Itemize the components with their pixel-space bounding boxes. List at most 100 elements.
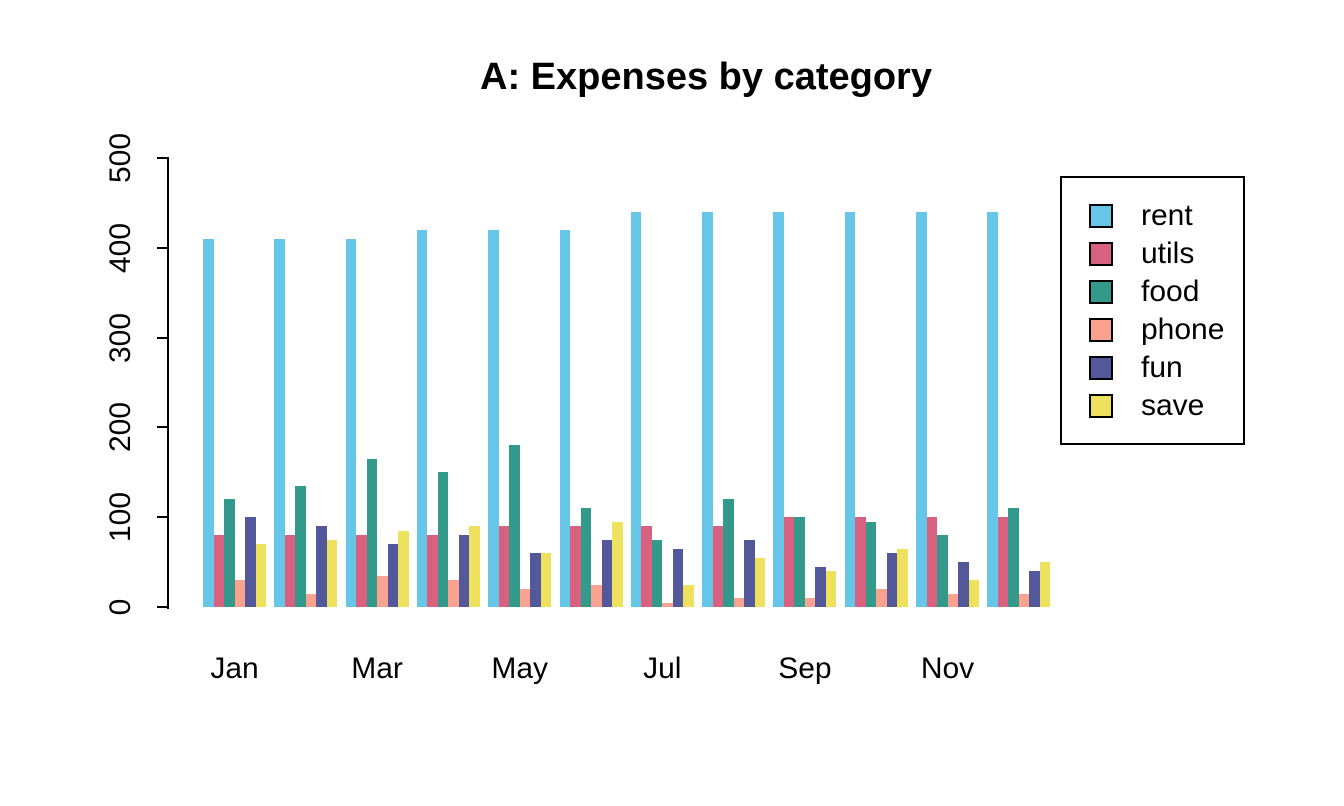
legend-item-phone: phone [1089, 312, 1243, 346]
bar-rent-aug [702, 211, 713, 607]
y-tick-label-400: 400 [104, 222, 137, 273]
bar-fun-oct [886, 553, 898, 607]
bar-phone-may [519, 589, 531, 607]
bar-rent-may [488, 229, 499, 607]
bar-rent-mar [345, 238, 357, 607]
y-tick-label-300: 300 [104, 312, 137, 363]
bar-utils-apr [427, 535, 438, 607]
chart-title: A: Expenses by category [480, 56, 932, 98]
bar-food-may [509, 445, 520, 607]
legend-item-utils: utils [1089, 236, 1243, 270]
bar-phone-mar [377, 575, 388, 607]
bar-fun-jun [601, 539, 612, 607]
y-tick-100 [157, 516, 168, 519]
bar-phone-sep [804, 598, 816, 607]
x-tick-label-nov: Nov [920, 652, 975, 685]
legend-label-fun: fun [1141, 350, 1183, 384]
legend-swatch-rent [1089, 203, 1113, 228]
bar-food-jul [651, 539, 663, 607]
legend-label-save: save [1141, 388, 1205, 422]
bar-save-feb [326, 539, 338, 607]
bar-phone-jan [234, 580, 245, 607]
bar-fun-nov [958, 562, 969, 607]
bar-phone-jul [662, 602, 673, 607]
y-tick-300 [157, 336, 168, 339]
legend: rent utils food phone fun save [1060, 176, 1245, 445]
bar-save-apr [469, 526, 480, 607]
bar-food-apr [437, 472, 449, 607]
legend-label-utils: utils [1141, 236, 1195, 270]
bar-food-aug [723, 499, 734, 607]
bar-rent-apr [416, 229, 428, 607]
legend-item-food: food [1089, 274, 1243, 308]
bar-save-aug [754, 557, 766, 607]
bar-fun-sep [815, 566, 826, 607]
bar-fun-feb [316, 526, 327, 607]
bar-food-feb [295, 485, 306, 607]
legend-item-fun: fun [1089, 350, 1243, 384]
bar-phone-dec [1018, 593, 1030, 607]
x-tick-label-jan: Jan [210, 652, 259, 685]
bar-utils-sep [783, 517, 795, 607]
legend-label-food: food [1141, 274, 1200, 308]
bar-rent-sep [773, 211, 784, 607]
bar-fun-aug [744, 539, 755, 607]
bar-food-nov [937, 535, 948, 607]
bar-save-may [540, 553, 552, 607]
bar-fun-may [530, 553, 541, 607]
bar-save-oct [897, 548, 908, 607]
bar-fun-mar [387, 544, 399, 607]
bar-save-jul [683, 584, 694, 607]
legend-item-rent: rent [1089, 200, 1243, 230]
bar-phone-feb [305, 593, 317, 607]
bar-utils-oct [855, 517, 866, 607]
bar-rent-jun [559, 229, 570, 607]
bar-fun-jan [245, 517, 256, 607]
bar-fun-apr [458, 535, 470, 607]
bar-phone-jun [591, 584, 602, 607]
bar-food-jun [580, 508, 591, 607]
y-tick-label-0: 0 [104, 598, 137, 616]
bar-phone-aug [733, 598, 745, 607]
y-tick-200 [157, 426, 168, 429]
x-tick-label-sep: Sep [778, 652, 832, 685]
y-tick-label-200: 200 [104, 402, 137, 453]
bar-save-jun [612, 521, 623, 607]
y-tick-400 [157, 246, 168, 249]
y-axis-line [167, 157, 169, 609]
bar-utils-mar [356, 535, 367, 607]
legend-swatch-phone [1089, 317, 1113, 342]
bar-rent-jul [630, 211, 642, 607]
bar-rent-dec [987, 211, 998, 607]
y-tick-0 [157, 606, 168, 608]
legend-swatch-save [1089, 393, 1113, 418]
bar-food-jan [224, 499, 235, 607]
bar-utils-aug [712, 526, 724, 607]
x-tick-label-jul: Jul [643, 652, 682, 685]
y-tick-500 [157, 157, 168, 159]
legend-swatch-fun [1089, 355, 1113, 380]
bar-rent-oct [844, 211, 856, 607]
bar-utils-dec [997, 517, 1009, 607]
y-tick-label-500: 500 [104, 132, 137, 184]
bar-save-dec [1039, 562, 1051, 607]
y-tick-label-100: 100 [104, 492, 137, 543]
x-tick-label-mar: Mar [351, 652, 403, 685]
bar-rent-jan [203, 238, 214, 607]
bar-save-nov [968, 580, 979, 607]
bar-utils-jan [213, 535, 224, 607]
bar-rent-feb [274, 238, 285, 607]
bar-phone-oct [876, 589, 887, 607]
bar-utils-nov [926, 517, 937, 607]
bar-utils-jun [570, 526, 581, 607]
bar-utils-feb [284, 535, 296, 607]
bar-utils-jul [641, 526, 652, 607]
legend-item-save: save [1089, 388, 1243, 422]
bar-save-mar [398, 530, 409, 607]
legend-swatch-food [1089, 279, 1113, 304]
bar-save-jan [255, 544, 266, 607]
bar-phone-apr [448, 580, 459, 607]
legend-label-phone: phone [1141, 312, 1225, 346]
bar-utils-may [498, 526, 510, 607]
